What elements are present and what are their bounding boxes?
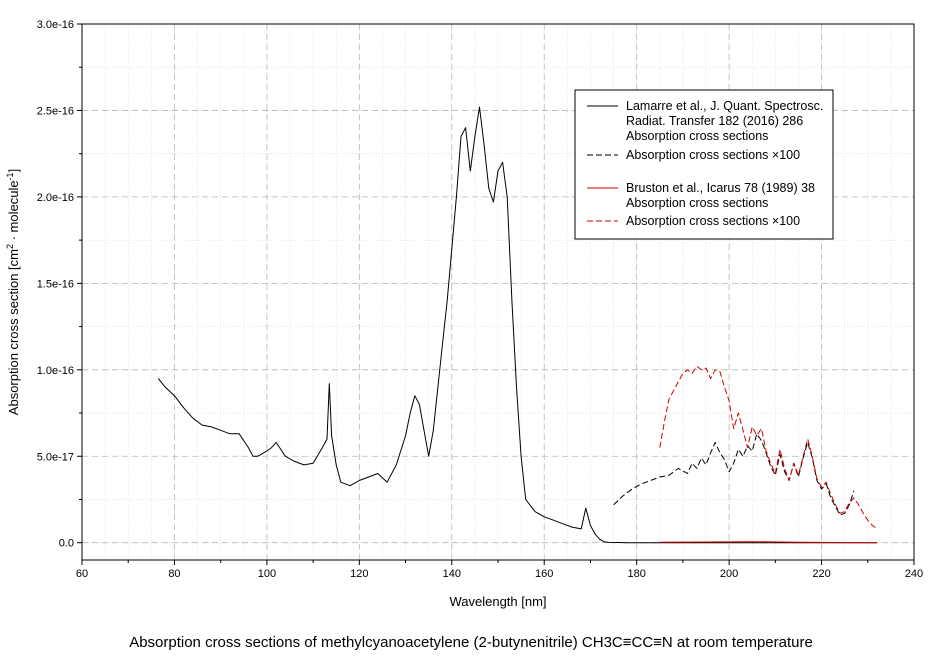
x-tick-label: 240	[905, 568, 923, 580]
x-tick-label: 100	[258, 568, 276, 580]
series-line-2	[613, 433, 855, 516]
y-tick-label: 3.0e-16	[37, 19, 74, 31]
series-line-3	[659, 541, 878, 544]
series-line-4	[659, 365, 878, 530]
x-tick-label: 80	[168, 568, 180, 580]
y-tick-label: 1.5e-16	[37, 278, 74, 290]
x-axis-label: Wavelength [nm]	[449, 594, 546, 609]
series-lines	[157, 106, 878, 544]
y-axis-label-mid: · molecule	[6, 180, 21, 244]
grid-lines	[81, 23, 915, 560]
y-axis-label-sup2: -1	[5, 172, 15, 180]
legend-entry-text: Absorption cross sections	[626, 196, 768, 210]
y-tick-label: 2.0e-16	[37, 192, 74, 204]
x-tick-label: 160	[535, 568, 553, 580]
x-tick-label: 140	[443, 568, 461, 580]
x-tick-label: 200	[720, 568, 738, 580]
x-tick-label: 220	[812, 568, 830, 580]
legend-entry-text: Absorption cross sections ×100	[626, 214, 800, 228]
chart-caption: Absorption cross sections of methylcyano…	[129, 634, 813, 651]
y-axis-label: Absorption cross section [cm2 · molecule…	[5, 169, 21, 415]
legend-entry-text: Radiat. Transfer 182 (2016) 286	[626, 114, 803, 128]
y-tick-label: 1.0e-16	[37, 365, 74, 377]
legend-entry-text: Absorption cross sections ×100	[626, 148, 800, 162]
series-line-1	[157, 106, 877, 544]
y-axis-label-end: ]	[6, 169, 21, 173]
legend: Lamarre et al., J. Quant. Spectrosc.Radi…	[574, 89, 834, 240]
y-axis-label-main: Absorption cross section [cm	[6, 249, 21, 415]
legend-entry-text: Lamarre et al., J. Quant. Spectrosc.	[626, 99, 823, 113]
axis-ticks: 60 80 100 120 140 160 180 200 220 240 0.0 5.0e-17 1.…	[37, 19, 923, 580]
y-tick-label: 5.0e-17	[37, 451, 74, 463]
y-axis-label-sup1: 2	[5, 244, 15, 249]
x-tick-label: 180	[627, 568, 645, 580]
y-tick-label: 0.0	[59, 538, 74, 550]
legend-entry-text: Absorption cross sections	[626, 129, 768, 143]
x-tick-label: 60	[76, 568, 88, 580]
legend-entry-text: Bruston et al., Icarus 78 (1989) 38	[626, 181, 815, 195]
y-tick-label: 2.5e-16	[37, 105, 74, 117]
legend-box	[574, 89, 834, 240]
x-tick-label: 120	[350, 568, 368, 580]
